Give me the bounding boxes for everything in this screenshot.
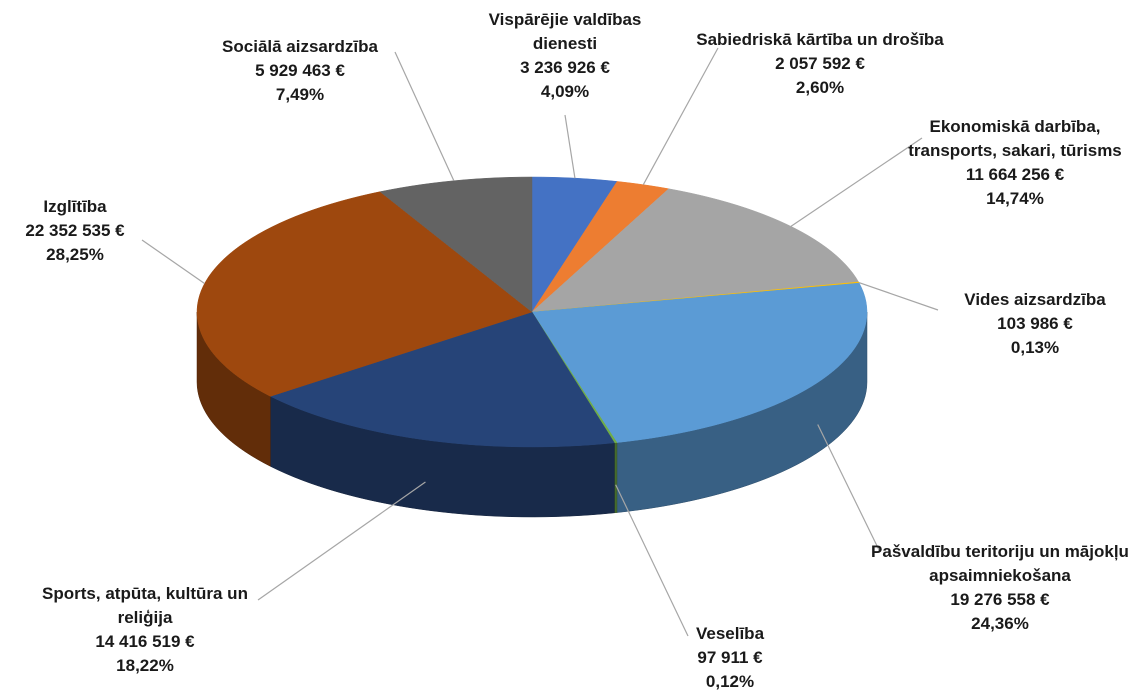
leader-line: [394, 51, 455, 181]
label-name: Sociālā aizsardzība: [222, 37, 378, 56]
label-percent: 7,49%: [275, 85, 325, 104]
label-percent: 24,36%: [971, 614, 1029, 633]
label-value: 3 236 926 €: [520, 58, 610, 77]
label-value: 2 057 592 €: [775, 54, 865, 73]
label-percent: 0,13%: [1010, 338, 1060, 357]
leader-line: [642, 47, 719, 185]
data-label: Sociālā aizsardzība 5 929 463 € 7,49%: [190, 35, 410, 107]
data-label: Pašvaldību teritoriju un mājokļu apsaimn…: [870, 540, 1130, 636]
label-name: Sabiedriskā kārtība un drošība: [696, 30, 944, 49]
label-percent: 14,74%: [986, 189, 1044, 208]
label-percent: 0,12%: [705, 672, 755, 691]
label-percent: 4,09%: [540, 82, 590, 101]
data-label: Izglītība 22 352 535 € 28,25%: [0, 195, 155, 267]
slice: [531, 188, 860, 313]
slice-side: [614, 442, 618, 514]
label-value: 14 416 519 €: [95, 632, 195, 651]
label-value: 5 929 463 €: [255, 61, 345, 80]
slice: [196, 191, 533, 397]
data-label: Ekonomiskā darbība, transports, sakari, …: [900, 115, 1130, 211]
slice: [379, 176, 533, 313]
label-name: Izglītība: [43, 197, 107, 216]
leader-line: [615, 484, 689, 637]
label-name: Pašvaldību teritoriju un mājokļu apsaimn…: [871, 542, 1129, 585]
data-label: Vides aizsardzība 103 986 € 0,13%: [935, 288, 1130, 360]
leader-line: [257, 481, 426, 601]
label-percent: 28,25%: [46, 245, 104, 264]
label-name: Vides aizsardzība: [964, 290, 1106, 309]
leader-line: [817, 424, 881, 553]
leader-line: [790, 137, 923, 227]
label-value: 22 352 535 €: [25, 221, 125, 240]
label-value: 11 664 256 €: [965, 165, 1065, 184]
label-value: 103 986 €: [997, 314, 1073, 333]
data-label: Vispārējie valdības dienesti 3 236 926 € 4…: [455, 8, 675, 104]
label-value: 97 911 €: [697, 648, 763, 667]
label-name: Ekonomiskā darbība, transports, sakari, …: [908, 117, 1122, 160]
label-value: 19 276 558 €: [950, 590, 1050, 609]
label-name: Vispārējie valdības dienesti: [488, 10, 642, 53]
data-label: Sports, atpūta, kultūra un reliģija 14 41…: [15, 582, 275, 678]
data-label: Veselība 97 911 € 0,12%: [670, 622, 790, 694]
slice: [269, 311, 615, 448]
leader-line: [141, 239, 205, 285]
slice: [531, 282, 868, 443]
slice: [531, 181, 670, 313]
leader-line: [858, 281, 939, 311]
label-percent: 2,60%: [795, 78, 845, 97]
label-name: Sports, atpūta, kultūra un reliģija: [42, 584, 248, 627]
label-name: Veselība: [695, 624, 765, 643]
data-label: Sabiedriskā kārtība un drošība 2 057 592 …: [695, 28, 945, 100]
leader-line: [564, 114, 576, 179]
label-percent: 18,22%: [116, 656, 174, 675]
